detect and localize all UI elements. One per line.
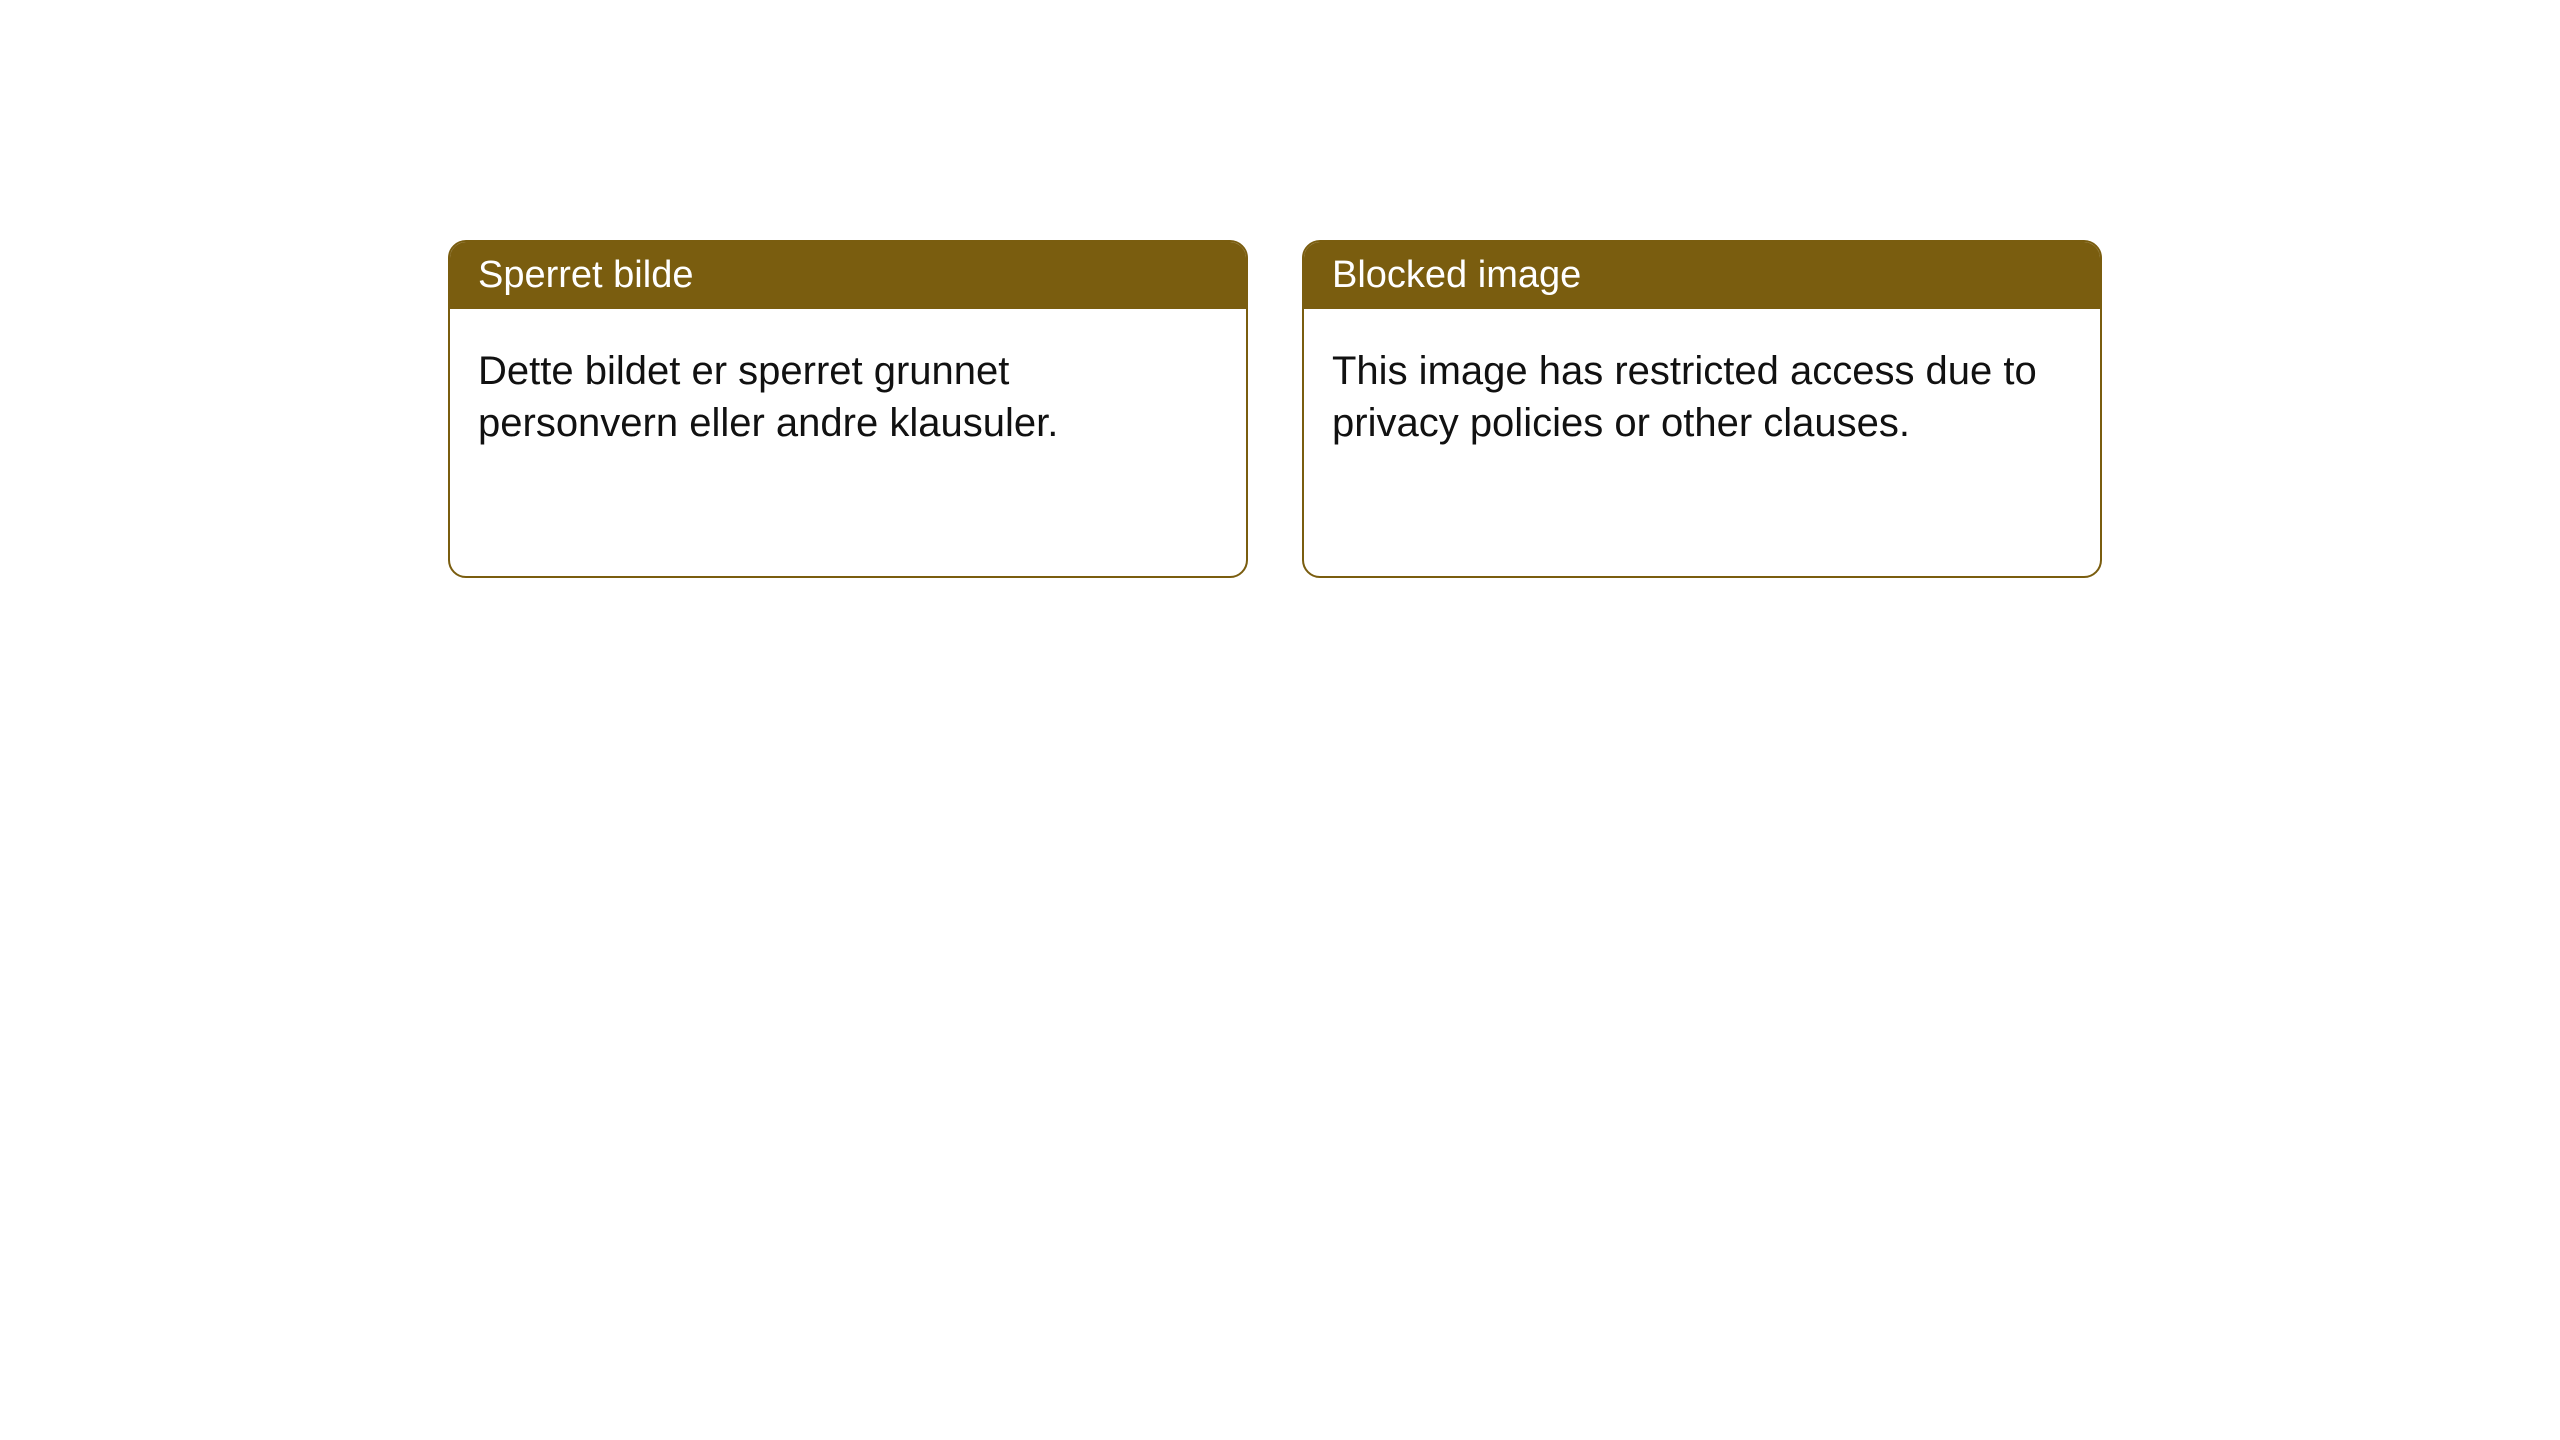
notice-body-text: This image has restricted access due to … [1332, 349, 2037, 445]
notice-box-english: Blocked image This image has restricted … [1302, 240, 2102, 578]
notice-header: Blocked image [1304, 242, 2100, 309]
notice-container: Sperret bilde Dette bildet er sperret gr… [0, 0, 2560, 578]
notice-body: This image has restricted access due to … [1304, 309, 2100, 485]
notice-header: Sperret bilde [450, 242, 1246, 309]
notice-body-text: Dette bildet er sperret grunnet personve… [478, 349, 1058, 445]
notice-box-norwegian: Sperret bilde Dette bildet er sperret gr… [448, 240, 1248, 578]
notice-header-text: Blocked image [1332, 254, 1581, 296]
notice-body: Dette bildet er sperret grunnet personve… [450, 309, 1246, 485]
notice-header-text: Sperret bilde [478, 254, 693, 296]
